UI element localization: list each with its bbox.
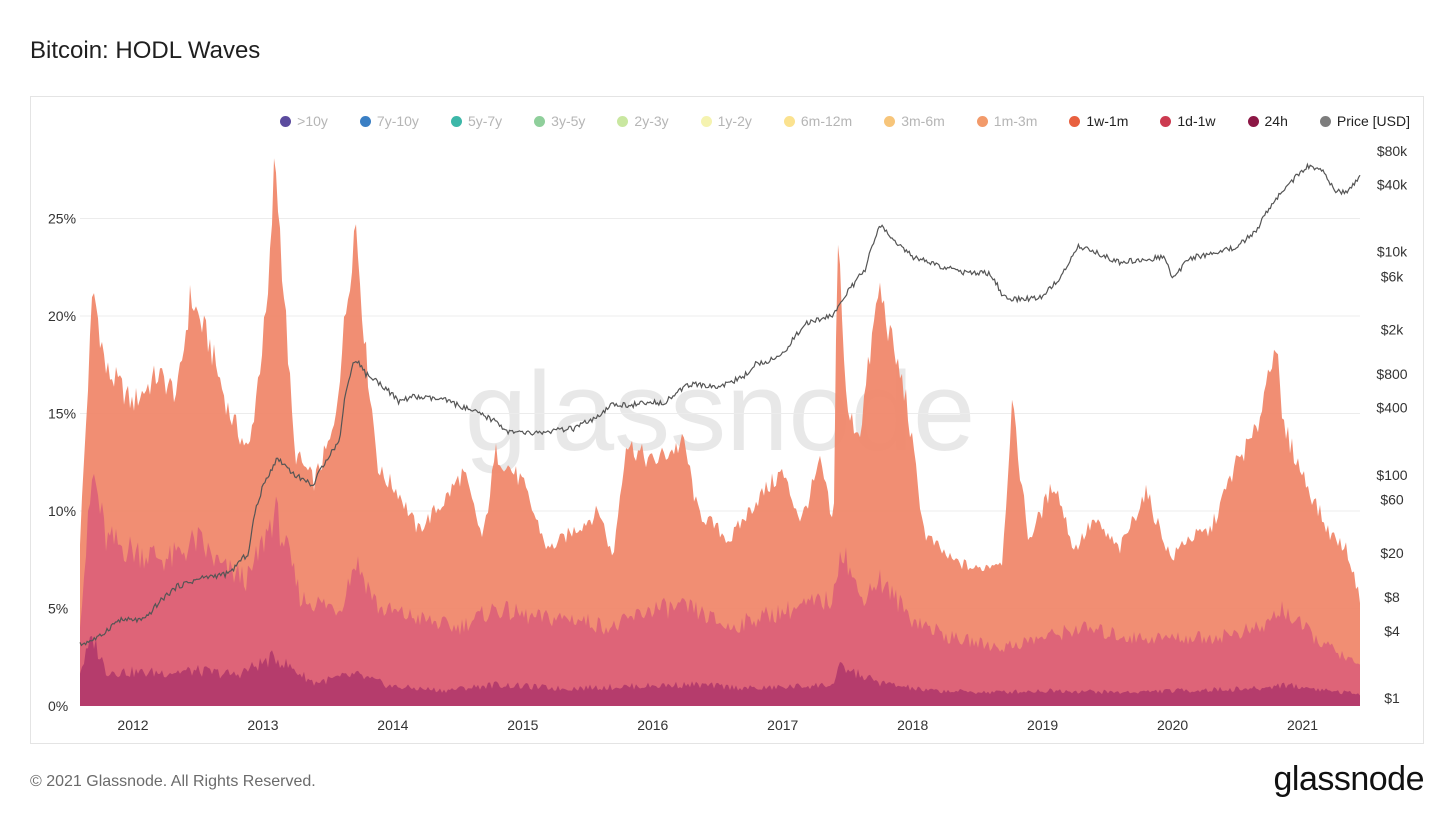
- y-right-tick: $80k: [1377, 143, 1408, 159]
- legend-label: 24h: [1264, 113, 1288, 129]
- y-right-tick: $2k: [1381, 322, 1405, 338]
- legend-dot-icon: [1247, 115, 1259, 127]
- y-right-tick: $1: [1384, 690, 1400, 706]
- legend-label: 3m-6m: [901, 113, 945, 129]
- legend-dot-icon: [1160, 115, 1172, 127]
- legend-item-2[interactable]: 5y-7y: [450, 113, 503, 129]
- y-right-tick: $400: [1376, 400, 1407, 416]
- glassnode-logo: glassnode: [1273, 760, 1424, 798]
- y-right-tick: $4: [1384, 623, 1400, 639]
- y-left-tick: 15%: [48, 406, 76, 422]
- legend-label: 1m-3m: [993, 113, 1038, 129]
- x-tick: 2015: [507, 717, 538, 733]
- legend-dot-icon: [884, 115, 896, 127]
- y-right-tick: $6k: [1381, 268, 1405, 284]
- x-tick: 2018: [897, 717, 928, 733]
- legend-label: 7y-10y: [376, 113, 419, 129]
- y-left-tick: 0%: [48, 698, 68, 714]
- legend-item-0[interactable]: >10y: [280, 113, 328, 129]
- chart-title: Bitcoin: HODL Waves: [30, 37, 261, 64]
- y-right-tick: $40k: [1377, 176, 1408, 192]
- series-area-1w1m: [80, 158, 1360, 706]
- legend-dot-icon: [1319, 115, 1331, 127]
- y-left-tick: 20%: [48, 308, 76, 324]
- legend-dot-icon: [617, 115, 629, 127]
- legend-dot-icon: [534, 115, 546, 127]
- y-left-tick: 25%: [48, 211, 76, 227]
- legend-dot-icon: [280, 115, 292, 127]
- legend-item-10[interactable]: 1d-1w: [1160, 113, 1216, 129]
- legend-dot-icon: [700, 115, 712, 127]
- legend-label: 3y-5y: [551, 113, 586, 129]
- series-area-24h: [80, 636, 1360, 706]
- y-right-tick: $20: [1380, 545, 1404, 561]
- legend-item-9[interactable]: 1w-1m: [1069, 113, 1128, 129]
- legend-label: Price [USD]: [1336, 113, 1410, 129]
- legend-dot-icon: [1069, 115, 1081, 127]
- legend-item-3[interactable]: 3y-5y: [534, 113, 585, 129]
- y-left-tick: 10%: [48, 503, 76, 519]
- legend-label: 2y-3y: [634, 113, 669, 129]
- y-right-tick: $10k: [1377, 244, 1408, 260]
- legend-item-7[interactable]: 3m-6m: [884, 113, 945, 129]
- legend-dot-icon: [359, 115, 371, 127]
- legend-label: >10y: [297, 113, 328, 129]
- series-area-1d1w: [80, 473, 1360, 706]
- chart-legend: >10y 7y-10y 5y-7y 3y-5y 2y-3y 1y-2y 6m-12m 3m-6…: [80, 110, 1410, 132]
- legend-item-5[interactable]: 1y-2y: [700, 113, 752, 129]
- legend-label: 6m-12m: [800, 113, 853, 129]
- legend-item-11[interactable]: 24h: [1247, 113, 1288, 129]
- legend-dot-icon: [976, 115, 988, 127]
- y-right-tick: $60: [1380, 492, 1404, 508]
- legend-label: 5y-7y: [467, 113, 503, 129]
- legend-item-6[interactable]: 6m-12m: [783, 113, 853, 129]
- price-line: [79, 162, 1361, 647]
- legend-item-1[interactable]: 7y-10y: [359, 113, 419, 129]
- legend-label: 1w-1m: [1086, 113, 1129, 129]
- chart-frame: [30, 96, 1424, 744]
- legend-label: 1d-1w: [1177, 113, 1216, 129]
- legend-item-4[interactable]: 2y-3y: [617, 113, 669, 129]
- x-tick: 2017: [767, 717, 798, 733]
- x-tick: 2019: [1027, 717, 1058, 733]
- legend-dot-icon: [783, 115, 795, 127]
- copyright-footer: © 2021 Glassnode. All Rights Reserved.: [30, 773, 316, 790]
- x-tick: 2021: [1287, 717, 1318, 733]
- x-tick: 2014: [377, 717, 408, 733]
- y-right-tick: $100: [1376, 467, 1407, 483]
- x-tick: 2016: [637, 717, 668, 733]
- y-left-tick: 5%: [48, 601, 68, 617]
- y-right-tick: $8: [1384, 589, 1400, 605]
- legend-dot-icon: [450, 115, 462, 127]
- legend-item-8[interactable]: 1m-3m: [976, 113, 1038, 129]
- x-tick: 2013: [247, 717, 278, 733]
- x-tick: 2012: [117, 717, 148, 733]
- legend-label: 1y-2y: [717, 113, 752, 129]
- legend-item-12[interactable]: Price [USD]: [1319, 113, 1410, 129]
- y-right-tick: $800: [1376, 366, 1407, 382]
- x-tick: 2020: [1157, 717, 1188, 733]
